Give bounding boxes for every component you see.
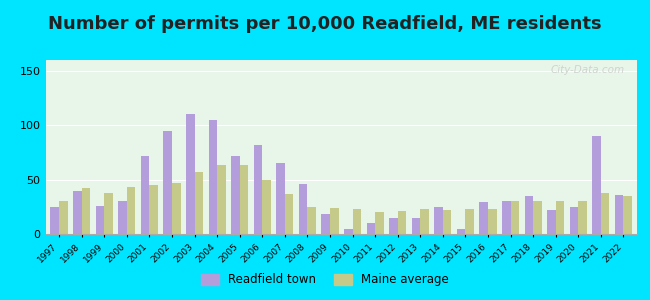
Bar bbox=[434, 207, 443, 234]
Bar bbox=[194, 172, 203, 234]
Bar bbox=[73, 190, 82, 234]
Bar bbox=[104, 193, 113, 234]
Bar bbox=[330, 208, 339, 234]
Bar bbox=[443, 210, 451, 234]
Bar bbox=[285, 194, 293, 234]
Bar bbox=[367, 223, 375, 234]
Bar bbox=[465, 209, 474, 234]
Bar bbox=[163, 131, 172, 234]
Bar bbox=[533, 201, 541, 234]
Bar bbox=[118, 201, 127, 234]
Text: City-Data.com: City-Data.com bbox=[551, 65, 625, 75]
Bar bbox=[186, 114, 194, 234]
Bar bbox=[488, 209, 497, 234]
Bar bbox=[547, 210, 556, 234]
Bar bbox=[344, 229, 352, 234]
Bar bbox=[82, 188, 90, 234]
Bar bbox=[51, 207, 59, 234]
Bar bbox=[510, 201, 519, 234]
Bar bbox=[172, 183, 181, 234]
Bar bbox=[525, 196, 533, 234]
Bar bbox=[615, 195, 623, 234]
Bar bbox=[96, 206, 104, 234]
Bar bbox=[231, 156, 240, 234]
Bar bbox=[217, 166, 226, 234]
Bar bbox=[457, 229, 465, 234]
Bar bbox=[480, 202, 488, 234]
Bar bbox=[352, 209, 361, 234]
Bar bbox=[578, 201, 587, 234]
Bar bbox=[411, 218, 421, 234]
Bar bbox=[262, 180, 271, 234]
Bar bbox=[307, 207, 316, 234]
Bar bbox=[141, 156, 150, 234]
Bar bbox=[254, 145, 262, 234]
Bar bbox=[502, 201, 510, 234]
Bar bbox=[569, 207, 578, 234]
Bar bbox=[299, 184, 307, 234]
Bar bbox=[556, 201, 564, 234]
Bar bbox=[59, 201, 68, 234]
Bar bbox=[276, 163, 285, 234]
Bar bbox=[398, 211, 406, 234]
Bar bbox=[375, 212, 383, 234]
Bar bbox=[209, 120, 217, 234]
Bar bbox=[592, 136, 601, 234]
Bar bbox=[240, 166, 248, 234]
Bar bbox=[601, 193, 610, 234]
Legend: Readfield town, Maine average: Readfield town, Maine average bbox=[196, 269, 454, 291]
Bar bbox=[623, 196, 632, 234]
Bar bbox=[421, 209, 429, 234]
Bar bbox=[127, 187, 135, 234]
Text: Number of permits per 10,000 Readfield, ME residents: Number of permits per 10,000 Readfield, … bbox=[48, 15, 602, 33]
Bar bbox=[150, 185, 158, 234]
Bar bbox=[389, 218, 398, 234]
Bar bbox=[321, 214, 330, 234]
